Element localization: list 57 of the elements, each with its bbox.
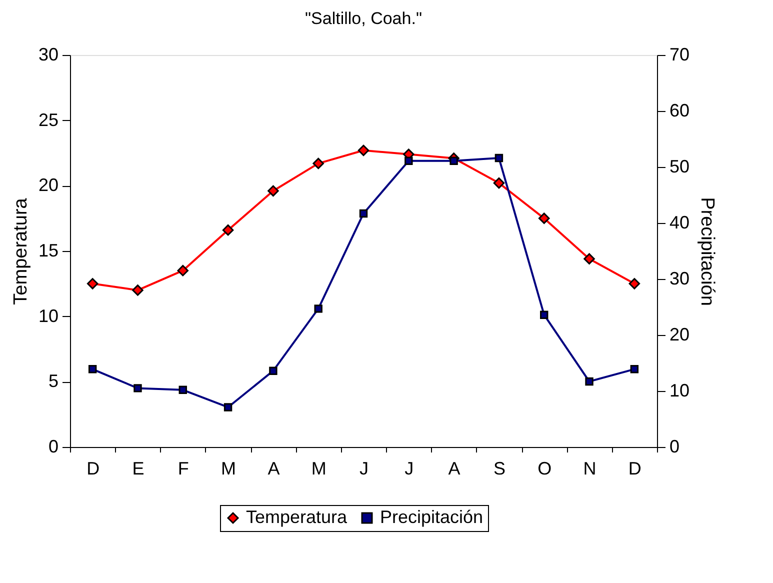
y-axis-title: Temperatura	[10, 198, 32, 305]
x-tick-label: O	[538, 458, 552, 478]
x-tick-label: S	[493, 458, 506, 478]
y2-tick-label: 20	[670, 324, 690, 344]
x-tick-label: M	[221, 458, 236, 478]
legend-label: Precipitación	[380, 507, 484, 527]
x-tick-label: J	[404, 458, 414, 478]
point	[358, 144, 370, 156]
point	[86, 278, 98, 290]
point	[88, 365, 97, 374]
y2-tick-label: 30	[670, 268, 690, 288]
point	[494, 154, 504, 162]
point	[224, 403, 232, 412]
x-tick-label: A	[268, 458, 280, 478]
point	[177, 264, 189, 276]
point	[404, 156, 413, 165]
y-tick-label: 20	[38, 175, 58, 196]
point	[538, 212, 550, 224]
legend-label: Temperatura	[246, 507, 348, 527]
x-tick-label: J	[360, 458, 368, 478]
x-tick-label: D	[86, 458, 100, 478]
point	[630, 365, 639, 374]
point	[222, 224, 234, 236]
x-tick-label: D	[628, 458, 642, 478]
point	[134, 384, 142, 392]
y-tick-label: 0	[48, 436, 58, 456]
point	[540, 310, 548, 319]
point	[359, 209, 368, 218]
y-tick-label: 25	[38, 110, 58, 130]
x-tick-label: M	[311, 458, 326, 478]
y-tick-label: 15	[38, 240, 58, 260]
y-tick-label: 5	[48, 371, 58, 392]
point	[584, 253, 595, 264]
point	[314, 304, 322, 313]
point	[585, 377, 594, 386]
point	[628, 278, 640, 290]
point	[269, 366, 278, 375]
point	[493, 177, 505, 189]
y2-tick-label: 0	[670, 436, 680, 456]
y-tick-label: 30	[38, 44, 58, 64]
point	[312, 158, 324, 170]
point	[178, 386, 187, 394]
y2-tick-label: 70	[670, 44, 690, 64]
point	[268, 185, 279, 197]
y-tick-label: 10	[38, 306, 58, 326]
point	[450, 156, 458, 165]
x-tick-label: N	[583, 458, 596, 478]
y2-tick-label: 60	[670, 100, 690, 120]
y2-axis-title: Precipitación	[696, 197, 718, 306]
chart-title: "Saltillo, Coah."	[305, 9, 422, 28]
x-tick-label: A	[448, 458, 460, 478]
x-tick-label: E	[132, 458, 144, 478]
y2-tick-label: 40	[670, 212, 690, 232]
y2-tick-label: 50	[670, 156, 690, 176]
y2-tick-label: 10	[670, 380, 690, 400]
point	[132, 284, 144, 296]
x-tick-label: F	[178, 458, 189, 478]
